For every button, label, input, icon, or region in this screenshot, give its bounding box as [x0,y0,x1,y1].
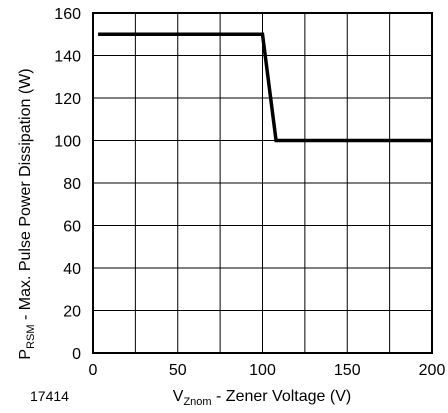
x-tick-label: 200 [419,362,446,379]
x-axis-label-rest: - Zener Voltage (V) [212,388,352,405]
y-axis-label-rest: - Max. Pulse Power Dissipation (W) [17,68,34,324]
x-tick-label: 150 [334,362,361,379]
series-layer [98,32,432,143]
y-tick-label: 120 [54,91,81,108]
plot-frame [92,12,433,354]
y-tick-label: 160 [54,6,81,23]
y-axis-label-main: P [17,349,34,360]
y-tick-label: 0 [72,346,81,363]
x-axis-label: VZnom - Zener Voltage (V) [173,388,351,408]
y-axis-label-sub: RSM [25,324,37,348]
x-axis-label-sub: Znom [183,396,211,408]
y-tick-label: 80 [63,176,81,193]
y-tick-labels: 0 20 40 60 80 100 120 140 160 [54,6,81,363]
y-tick-label: 140 [54,49,81,66]
figure-id: 17414 [30,388,69,404]
x-tick-label: 100 [249,362,276,379]
x-tick-label: 0 [89,362,98,379]
y-tick-label: 100 [54,134,81,151]
y-tick-label: 60 [63,219,81,236]
x-tick-labels: 0 50 100 150 200 [89,362,446,379]
y-axis-label: PRSM - Max. Pulse Power Dissipation (W) [17,68,37,359]
x-tick-label: 50 [169,362,187,379]
y-tick-label: 40 [63,261,81,278]
y-tick-label: 20 [63,304,81,321]
x-axis-label-main: V [173,388,184,405]
grid-lines [92,12,433,354]
series-line [98,32,432,143]
